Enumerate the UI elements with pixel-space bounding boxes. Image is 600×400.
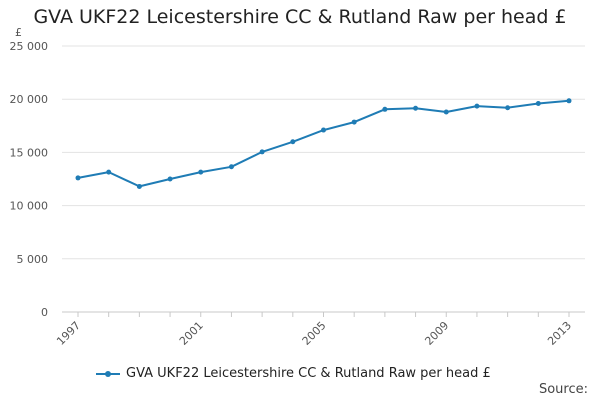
data-point bbox=[535, 100, 541, 106]
data-point bbox=[228, 164, 234, 170]
data-point bbox=[198, 169, 204, 175]
y-tick-label: 20 000 bbox=[10, 93, 49, 106]
x-tick-label: 2013 bbox=[545, 319, 574, 348]
y-tick-label: 25 000 bbox=[10, 40, 49, 53]
axes bbox=[62, 311, 585, 317]
data-point bbox=[290, 139, 296, 145]
y-tick-label: 0 bbox=[41, 306, 48, 319]
y-axis-unit-label: £ bbox=[15, 26, 22, 39]
series-line bbox=[77, 99, 570, 188]
x-tick-label: 1997 bbox=[54, 319, 83, 348]
data-point bbox=[382, 106, 388, 112]
data-point bbox=[413, 105, 419, 111]
y-tick-label: 5 000 bbox=[17, 253, 49, 266]
legend-swatch-icon bbox=[96, 369, 120, 379]
data-point bbox=[321, 127, 326, 133]
source-label: Source: bbox=[538, 382, 588, 397]
data-point bbox=[474, 103, 480, 109]
series-layer bbox=[75, 98, 572, 189]
data-point bbox=[75, 175, 81, 181]
data-point bbox=[566, 98, 572, 104]
data-point bbox=[106, 169, 112, 175]
gridlines bbox=[62, 45, 585, 260]
y-tick-label: 10 000 bbox=[10, 200, 49, 213]
x-tick-labels: 1997 2001 2005 2009 2013 bbox=[54, 319, 574, 348]
data-point bbox=[167, 176, 173, 182]
data-point bbox=[351, 119, 357, 125]
y-tick-label: 15 000 bbox=[10, 146, 49, 159]
data-point bbox=[443, 109, 449, 115]
x-tick-label: 2009 bbox=[422, 319, 451, 348]
legend[interactable]: GVA UKF22 Leicestershire CC & Rutland Ra… bbox=[96, 366, 491, 381]
chart-title: GVA UKF22 Leicestershire CC & Rutland Ra… bbox=[33, 6, 567, 28]
x-tick-label: 2005 bbox=[300, 319, 329, 348]
y-tick-labels: 0 5 000 10 000 15 000 20 000 25 000 bbox=[10, 40, 49, 319]
data-point bbox=[505, 105, 511, 111]
x-tick-label: 2001 bbox=[177, 319, 206, 348]
data-point bbox=[259, 149, 265, 155]
legend-item-label: GVA UKF22 Leicestershire CC & Rutland Ra… bbox=[126, 366, 491, 381]
data-point bbox=[136, 183, 142, 189]
